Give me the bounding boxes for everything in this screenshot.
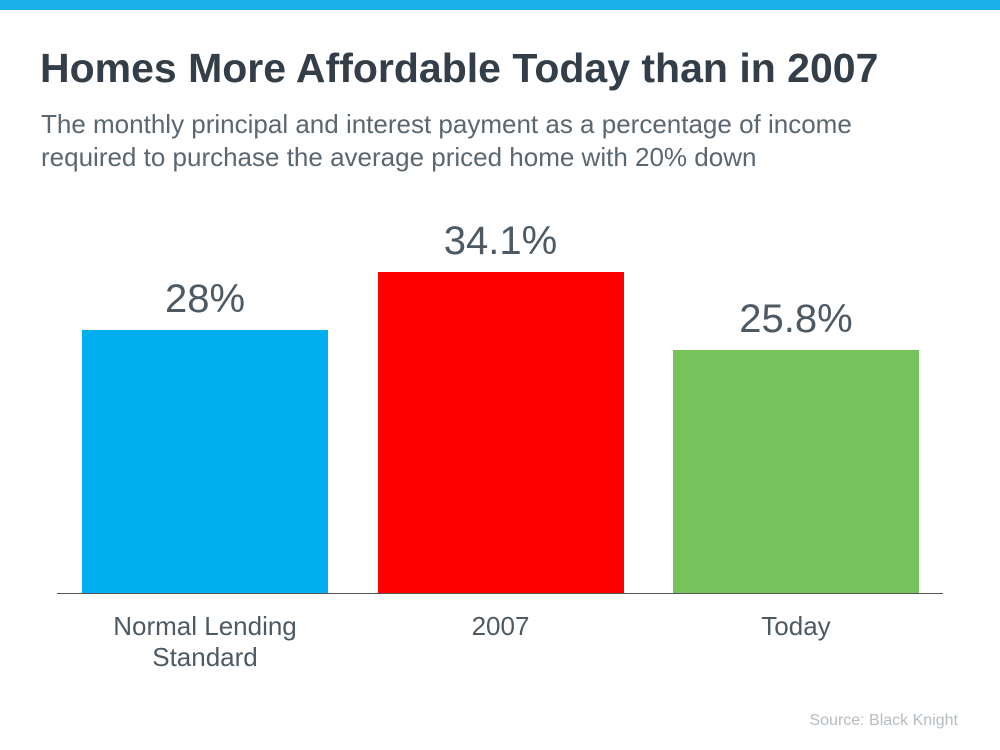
baseline — [57, 593, 943, 594]
bar — [377, 272, 624, 593]
chart-title: Homes More Affordable Today than in 2007 — [40, 45, 879, 91]
bar — [673, 350, 919, 593]
category-label: Normal Lending Standard — [113, 611, 297, 672]
source-note: Source: Black Knight — [809, 712, 958, 729]
chart-subtitle: The monthly principal and interest payme… — [41, 109, 852, 172]
category-label: 2007 — [471, 611, 530, 641]
category-label: Today — [761, 611, 831, 641]
top-stripe — [0, 0, 1000, 10]
value-label: 28% — [164, 276, 246, 321]
value-label: 25.8% — [739, 297, 853, 342]
value-label: 34.1% — [443, 219, 558, 264]
bar — [82, 329, 328, 593]
